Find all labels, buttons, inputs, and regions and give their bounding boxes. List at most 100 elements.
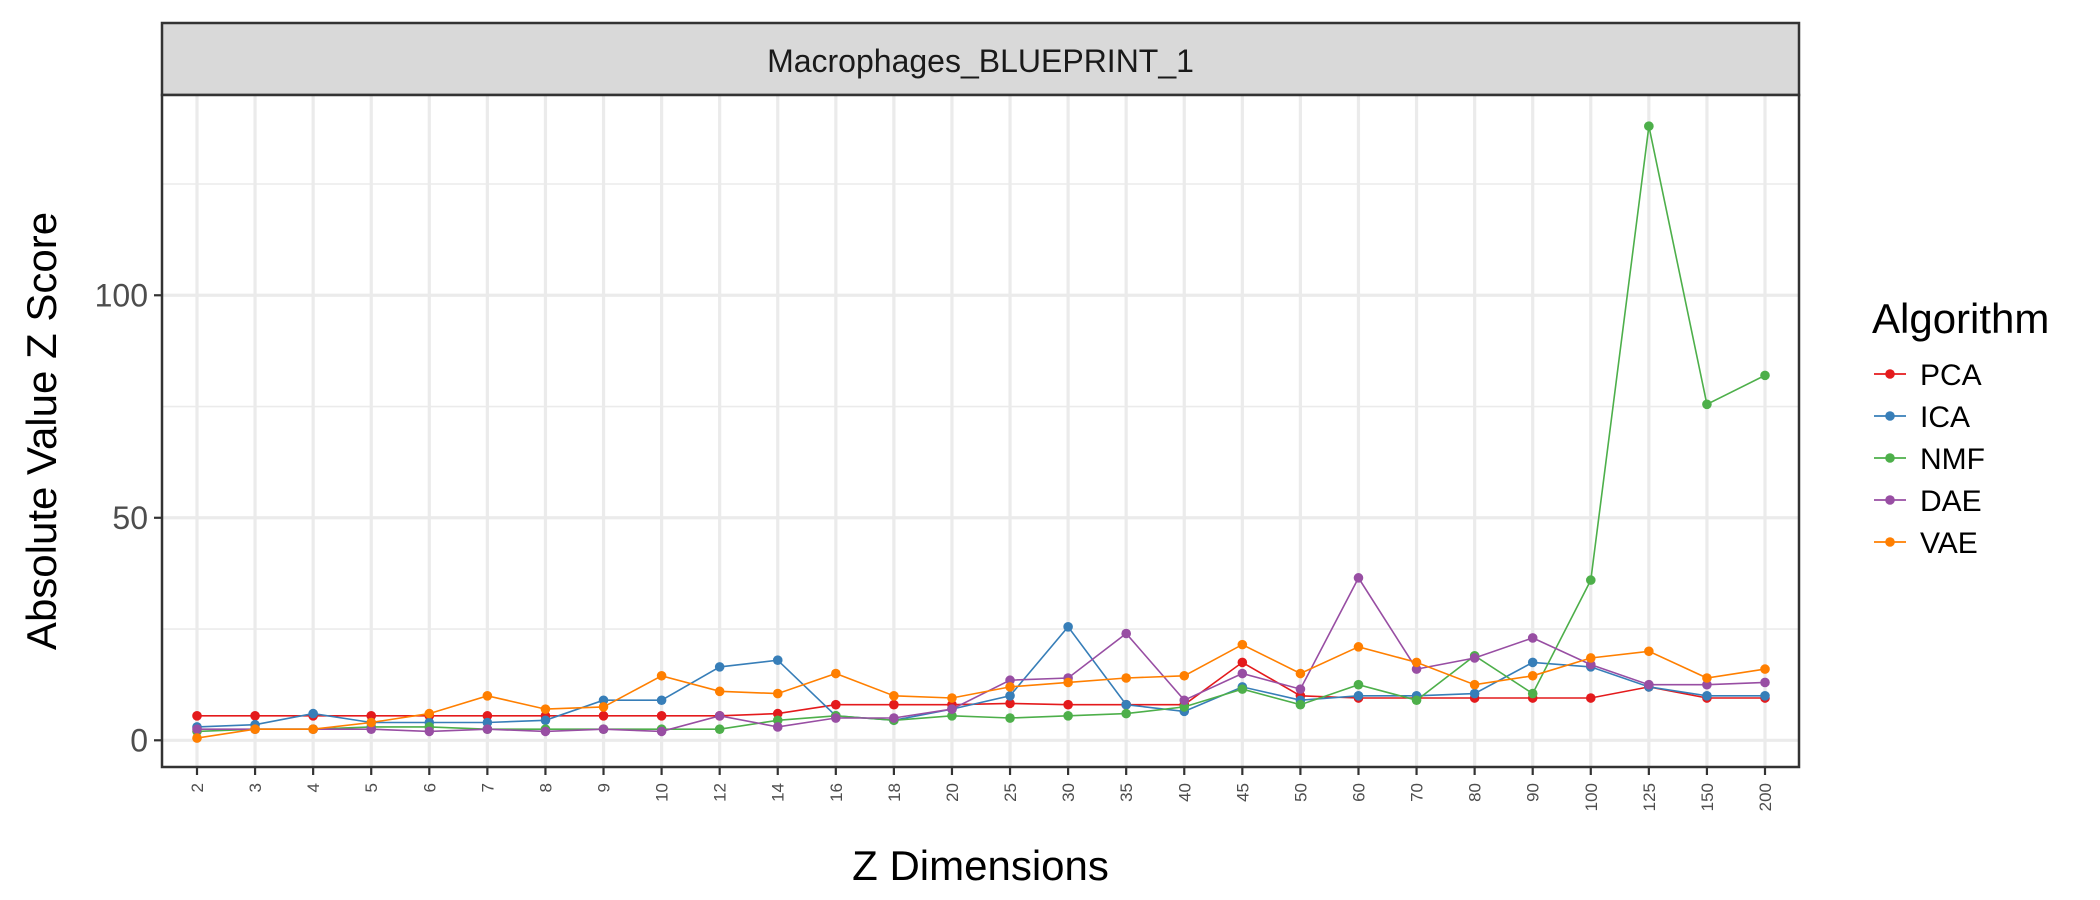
data-point-dae [1179, 695, 1190, 706]
data-point-pca [1005, 698, 1015, 709]
data-point-ica [1760, 690, 1770, 701]
data-point-vae [540, 704, 551, 714]
x-tick-label: 3 [246, 783, 265, 792]
legend-title: Algorithm [1872, 295, 2049, 342]
legend-key-point [1885, 369, 1895, 379]
legend-key-point [1885, 495, 1895, 505]
x-tick-label: 125 [1640, 783, 1659, 811]
plot-panel [162, 95, 1799, 767]
data-point-nmf [1179, 702, 1190, 712]
data-point-nmf [1411, 695, 1422, 706]
data-point-ica [656, 695, 667, 706]
x-tick-label: 8 [536, 783, 555, 792]
x-tick-label: 18 [885, 783, 904, 802]
data-point-vae [308, 724, 318, 734]
data-point-vae [1121, 673, 1131, 683]
series-line-vae [196, 643, 1766, 739]
data-point-vae [947, 693, 957, 703]
x-tick-label: 35 [1117, 783, 1136, 802]
data-point-nmf [1702, 399, 1712, 410]
x-tick-label: 70 [1408, 783, 1427, 802]
data-point-dae [772, 722, 783, 732]
data-point-ica [1121, 699, 1131, 710]
data-point-vae [598, 702, 609, 712]
data-point-pca [598, 711, 609, 721]
x-tick-label: 45 [1233, 783, 1252, 802]
grid-layer [162, 95, 1799, 767]
data-point-nmf [1063, 711, 1073, 721]
data-point-pca [1237, 657, 1248, 668]
chart-title: Macrophages_BLUEPRINT_1 [767, 43, 1194, 79]
legend-key-vae [1874, 537, 1906, 547]
y-tick-label: 0 [130, 722, 148, 758]
series-line-ica [196, 625, 1765, 728]
data-point-dae [1585, 659, 1596, 670]
x-tick-label: 90 [1524, 783, 1543, 802]
x-tick-label: 200 [1756, 783, 1775, 811]
data-point-ica [1005, 690, 1015, 701]
data-point-ica [1353, 690, 1364, 701]
data-point-dae [1005, 675, 1015, 686]
data-point-pca [772, 708, 783, 719]
data-point-nmf [947, 711, 957, 721]
y-tick-label: 100 [95, 277, 148, 313]
series-dae [192, 573, 1770, 737]
y-axis-title: Absolute Value Z Score [18, 212, 65, 650]
legend-key-pca [1874, 369, 1906, 379]
legend-label-ica: ICA [1920, 401, 1970, 434]
series-line-dae [197, 576, 1766, 733]
data-point-vae [1527, 670, 1538, 681]
x-tick-label: 30 [1059, 783, 1078, 802]
data-point-pca [831, 699, 841, 710]
data-point-vae [1702, 673, 1712, 683]
data-point-vae [714, 686, 725, 697]
x-tick-label: 6 [420, 783, 439, 792]
data-point-vae [192, 733, 202, 743]
data-point-nmf [1353, 679, 1364, 690]
plot-panel-border [160, 93, 1801, 769]
data-point-pca [656, 711, 667, 721]
data-point-ica [1702, 690, 1712, 701]
data-point-pca [1585, 693, 1596, 703]
data-point-dae [1644, 679, 1654, 690]
data-point-dae [656, 726, 667, 737]
data-point-ica [1063, 622, 1073, 632]
data-point-nmf [1295, 699, 1306, 710]
data-point-vae [1469, 679, 1480, 690]
data-point-ica [1527, 657, 1538, 668]
x-tick-label: 20 [943, 783, 962, 802]
data-point-dae [424, 726, 435, 737]
legend-key-dae [1874, 495, 1906, 505]
data-point-vae [1295, 668, 1306, 679]
data-point-dae [1237, 668, 1248, 679]
data-point-nmf [714, 724, 725, 734]
data-point-nmf [1585, 575, 1596, 585]
data-point-ica [482, 717, 493, 728]
data-point-vae [1760, 664, 1770, 674]
x-axis-title: Z Dimensions [852, 842, 1109, 889]
data-point-vae [889, 690, 899, 701]
data-point-dae [889, 713, 899, 723]
data-point-nmf [772, 715, 783, 726]
data-point-dae [1760, 677, 1770, 688]
data-point-nmf [1005, 713, 1015, 723]
data-point-nmf [1644, 121, 1654, 131]
data-point-dae [1295, 684, 1306, 694]
data-point-vae [772, 688, 783, 699]
x-tick-label: 50 [1291, 783, 1310, 802]
data-point-vae [1644, 646, 1654, 657]
data-point-vae [1179, 670, 1190, 681]
legend-label-nmf: NMF [1920, 443, 1985, 476]
data-point-vae [366, 717, 377, 728]
data-point-ica [598, 695, 609, 706]
data-point-pca [889, 699, 899, 710]
series-layer [192, 121, 1770, 743]
legend-label-pca: PCA [1920, 359, 1982, 392]
data-point-pca [250, 711, 260, 721]
data-point-dae [598, 724, 609, 734]
data-point-pca [482, 711, 493, 721]
x-tick-label: 14 [769, 783, 788, 802]
